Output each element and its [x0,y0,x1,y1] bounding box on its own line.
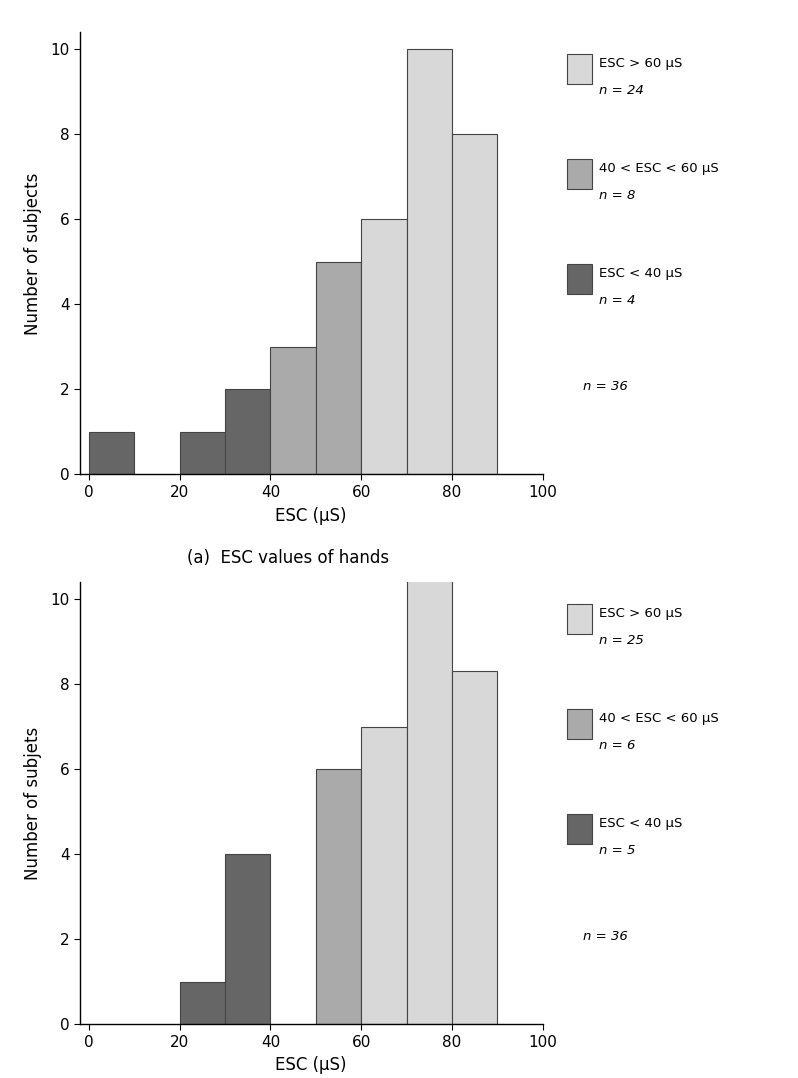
Bar [180,982,225,1024]
Text: n = 36: n = 36 [583,381,627,393]
X-axis label: ESC (μS): ESC (μS) [275,507,347,525]
Bar [225,854,271,1024]
Text: n = 4: n = 4 [598,294,635,307]
Y-axis label: Number of subjects: Number of subjects [24,172,41,334]
Text: n = 6: n = 6 [598,740,635,752]
Bar [361,727,406,1024]
Bar [89,432,134,474]
Bar [406,578,452,1024]
Bar [452,135,497,474]
Text: 40 < ESC < 60 μS: 40 < ESC < 60 μS [598,162,718,176]
Text: (a)  ESC values of hands: (a) ESC values of hands [187,550,389,567]
Bar [225,389,271,474]
Text: ESC > 60 μS: ESC > 60 μS [598,607,681,620]
Text: n = 36: n = 36 [583,929,627,943]
Text: n = 25: n = 25 [598,634,643,647]
Text: 40 < ESC < 60 μS: 40 < ESC < 60 μS [598,713,718,725]
X-axis label: ESC (μS): ESC (μS) [275,1056,347,1075]
Bar [452,672,497,1024]
Bar [180,432,225,474]
Text: n = 24: n = 24 [598,84,643,97]
Text: ESC > 60 μS: ESC > 60 μS [598,57,681,70]
Text: n = 5: n = 5 [598,844,635,857]
Bar [316,769,361,1024]
Y-axis label: Number of subjets: Number of subjets [24,727,41,880]
Text: ESC < 40 μS: ESC < 40 μS [598,267,681,280]
Bar [406,50,452,474]
Text: n = 8: n = 8 [598,190,635,203]
Bar [361,219,406,474]
Bar [271,347,316,474]
Text: ESC < 40 μS: ESC < 40 μS [598,817,681,830]
Bar [316,262,361,474]
